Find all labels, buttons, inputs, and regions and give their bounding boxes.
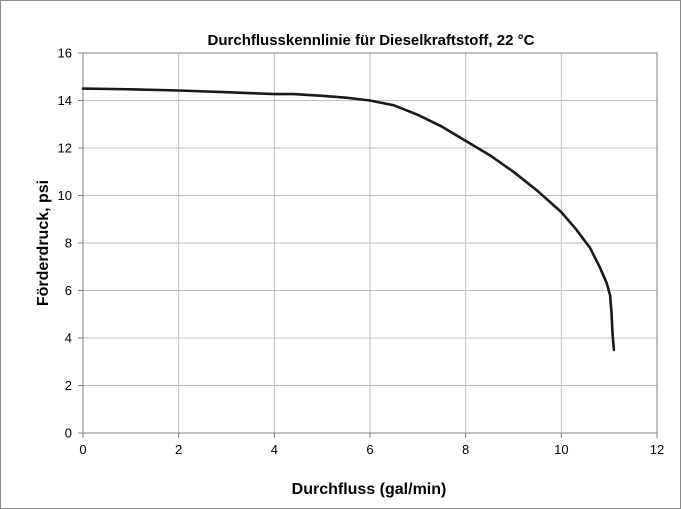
y-tick-label: 2	[65, 378, 72, 393]
x-axis-ticks: 0 2 4 6 8 10 12	[79, 433, 664, 457]
x-axis-title: Durchfluss (gal/min)	[292, 481, 447, 498]
y-tick-label: 6	[65, 283, 72, 298]
y-tick-label: 10	[58, 188, 72, 203]
x-tick-label: 12	[650, 442, 664, 457]
y-axis-title: Förderdruck, psi	[35, 180, 52, 306]
x-tick-label: 2	[175, 442, 182, 457]
series-layer	[81, 87, 616, 352]
x-tick-label: 4	[271, 442, 278, 457]
y-tick-label: 12	[58, 141, 72, 156]
y-tick-label: 0	[65, 426, 72, 441]
gridlines	[83, 53, 657, 433]
chart-title: Durchflusskennlinie für Dieselkraftstoff…	[208, 32, 535, 49]
x-tick-label: 0	[79, 442, 86, 457]
x-tick-label: 8	[462, 442, 469, 457]
y-tick-label: 14	[58, 93, 72, 108]
y-tick-label: 8	[65, 236, 72, 251]
y-tick-label: 16	[58, 46, 72, 61]
x-tick-label: 6	[366, 442, 373, 457]
y-axis-ticks: 0 2 4 6 8 10 12 14 16	[58, 46, 83, 441]
x-tick-label: 10	[554, 442, 568, 457]
series-line	[81, 87, 616, 352]
y-tick-label: 4	[65, 331, 72, 346]
